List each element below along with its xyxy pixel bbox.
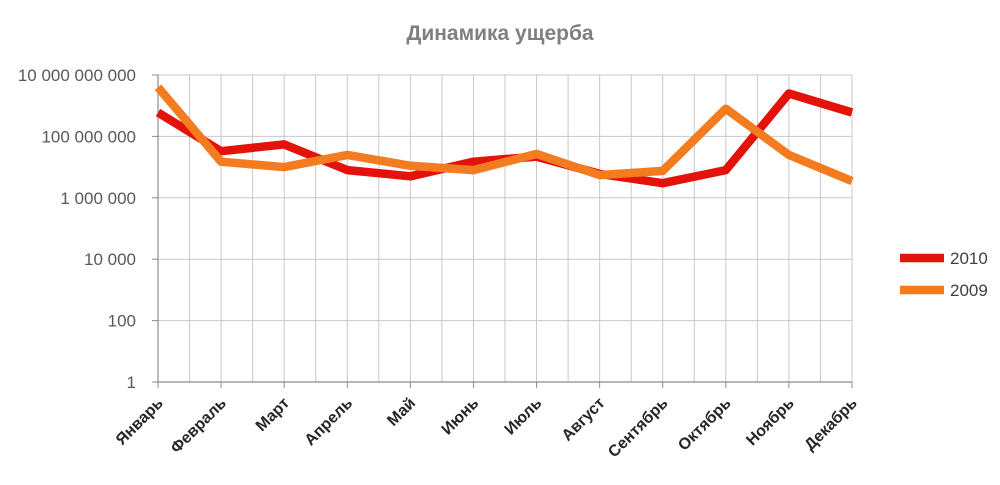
y-tick-label: 10 000 000 000 (18, 66, 136, 85)
series-lines (154, 84, 854, 188)
x-tick-label: Январь (113, 395, 167, 449)
legend-label-2009: 2009 (950, 281, 988, 300)
x-tick-label: Август (559, 395, 609, 445)
x-tick-label: Май (384, 395, 419, 430)
y-tick-label: 1 000 000 (60, 189, 136, 208)
axes (152, 74, 853, 388)
x-tick-label: Октябрь (675, 395, 735, 455)
x-tick-label: Декабрь (802, 395, 861, 454)
x-tick-label: Июль (502, 395, 546, 439)
legend: 2010 2009 (900, 249, 988, 300)
y-tick-label: 1 (127, 373, 136, 392)
x-tick-labels: Январь Февраль Март Апрель Май Июнь Июль Август… (113, 395, 861, 461)
y-tick-labels: 1 100 10 000 1 000 000 100 000 000 10 000 000… (18, 66, 136, 392)
series-line-2009 (154, 84, 854, 186)
gridlines (157, 74, 853, 383)
x-tick-label: Апрель (302, 395, 356, 449)
y-tick-label: 100 (108, 312, 136, 331)
x-tick-label: Март (253, 395, 293, 435)
x-tick-label: Июнь (439, 395, 483, 439)
x-tick-label: Сентябрь (605, 395, 671, 461)
legend-label-2010: 2010 (950, 249, 988, 268)
x-tick-label: Февраль (168, 395, 230, 457)
chart-title: Динамика ущерба (406, 22, 594, 45)
y-tick-label: 10 000 (84, 250, 136, 269)
y-tick-label: 100 000 000 (41, 127, 136, 146)
x-tick-label: Ноябрь (743, 395, 798, 450)
